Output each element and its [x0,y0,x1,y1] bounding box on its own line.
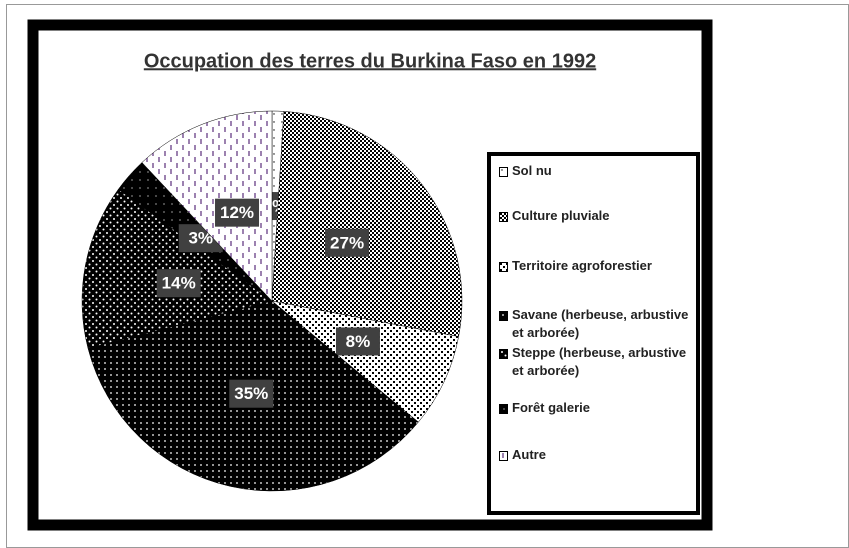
data-label: 35% [234,384,268,403]
data-label-box [325,228,370,257]
data-label: 12% [220,203,254,222]
legend-label: Savane (herbeuse, arbustive et arborée) [512,307,689,340]
legend: Sol nu Culture pluviale Territoire agrofor… [487,152,700,515]
legend-swatch [499,262,508,272]
legend-swatch [499,167,508,177]
legend-swatch [499,451,508,461]
legend-item: Forêt galerie [499,399,694,417]
legend-label: Autre [512,447,546,462]
pie-slice [141,110,273,302]
legend-label: Sol nu [512,163,552,178]
legend-item: Steppe (herbeuse, arbustive et arborée) [499,344,694,380]
legend-item: Territoire agroforestier [499,257,694,275]
data-label: 3% [188,229,213,248]
data-label: 8% [346,332,371,351]
legend-item: Autre [499,446,694,464]
data-label-box [156,269,201,298]
legend-label: Territoire agroforestier [512,258,652,273]
legend-label: Steppe (herbeuse, arbustive et arborée) [512,345,687,378]
legend-swatch [499,311,508,321]
legend-swatch [499,404,508,414]
legend-label: Forêt galerie [512,400,591,415]
data-label-box [215,198,260,227]
chart-title: Occupation des terres du Burkina Faso en… [144,50,596,72]
data-label-box [335,327,380,356]
data-label: 27% [330,233,364,252]
legend-item: Sol nu [499,162,694,180]
pie-slice [81,188,273,349]
pie-slice [271,111,463,337]
legend-swatch [499,212,508,222]
legend-swatch [499,349,508,359]
data-label: 14% [162,274,196,293]
legend-item: Savane (herbeuse, arbustive et arborée) [499,306,694,342]
legend-item: Culture pluviale [499,207,694,225]
pie-slice [271,300,459,423]
legend-label: Culture pluviale [512,208,610,223]
data-label-box [229,379,274,408]
